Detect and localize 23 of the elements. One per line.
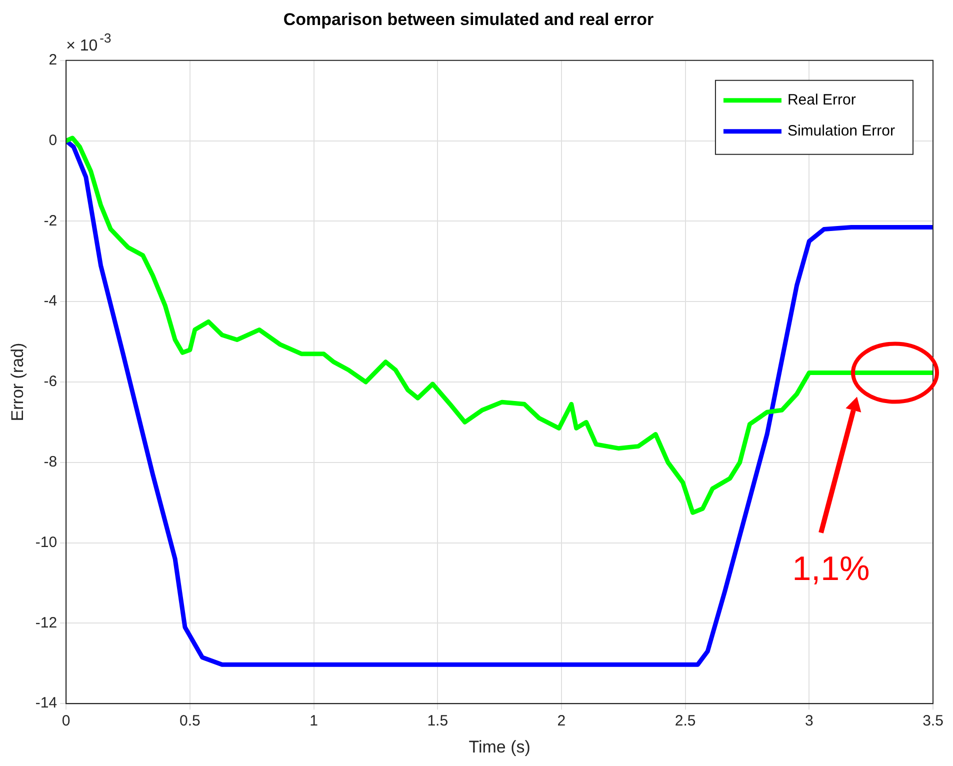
x-tick-label: 1 <box>310 712 318 730</box>
y-tick-label: -8 <box>44 454 58 471</box>
y-tick-label: 2 <box>48 52 58 69</box>
y-tick-label: 0 <box>48 132 58 149</box>
legend-label: Simulation Error <box>787 122 896 140</box>
y-tick-label: -12 <box>35 614 58 632</box>
chart-title: Comparison between simulated and real error <box>283 10 654 29</box>
y-tick-label: -14 <box>35 694 58 712</box>
x-tick-label: 0 <box>62 712 70 730</box>
y-axis-title: Error (rad) <box>8 342 27 422</box>
legend-label: Real Error <box>787 92 856 109</box>
y-tick-label: -10 <box>35 534 58 551</box>
x-tick-label: 3 <box>804 712 814 730</box>
y-tick-label: -6 <box>44 373 58 390</box>
y-tick-label: -4 <box>44 292 58 310</box>
y-tick-label: -2 <box>44 212 58 230</box>
x-tick-label: 1.5 <box>427 712 448 730</box>
x-tick-label: 2 <box>557 712 566 730</box>
x-axis-title: Time (s) <box>468 737 530 756</box>
x-tick-label: 3.5 <box>922 712 944 730</box>
x-tick-label: 0.5 <box>179 712 200 730</box>
x-tick-label: 2.5 <box>674 712 696 730</box>
annotation: 1,1% <box>792 550 870 588</box>
